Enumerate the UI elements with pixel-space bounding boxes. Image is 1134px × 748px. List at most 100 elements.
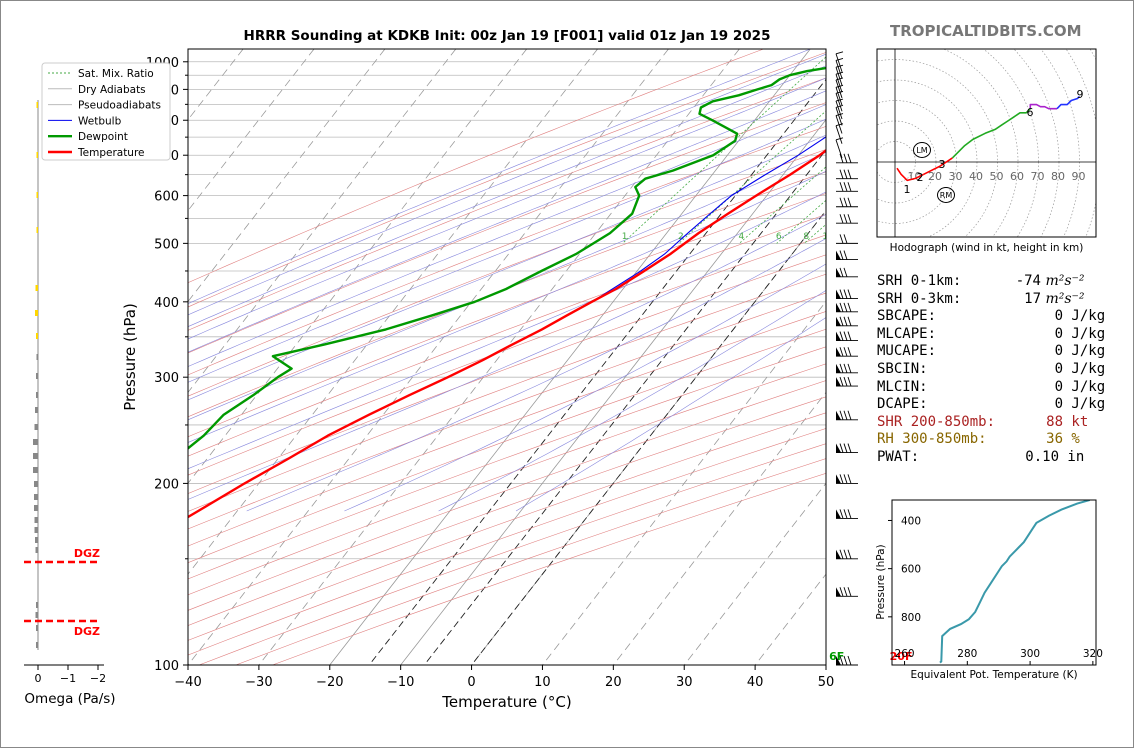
wind-barb-feather bbox=[847, 197, 852, 207]
hodograph-segment-0-1km bbox=[896, 167, 925, 182]
omega-bar bbox=[36, 354, 38, 360]
stat-row: MUCAPE: 0 J/kg bbox=[877, 343, 1105, 360]
wind-barb-flag bbox=[836, 331, 841, 341]
stat-row: RH 300-850mb: 36 % bbox=[877, 431, 1080, 448]
stat-row: SBCAPE: 0 J/kg bbox=[877, 308, 1105, 325]
storm-motion-marker bbox=[913, 142, 931, 158]
hodograph-segment-6-9km bbox=[1029, 103, 1057, 110]
theta-e-x-tick-label: 300 bbox=[1020, 648, 1040, 660]
wind-barb bbox=[836, 587, 858, 597]
wind-barb-feather bbox=[847, 289, 852, 299]
legend-label: Pseudoadiabats bbox=[78, 100, 161, 112]
wind-barb bbox=[835, 98, 844, 120]
wind-barb-feather bbox=[839, 234, 844, 244]
omega-bar bbox=[35, 612, 38, 618]
mixing-ratio-label: 2 bbox=[678, 232, 684, 242]
x-tick-label: −10 bbox=[387, 675, 414, 690]
mixing-ratio-label: 1 bbox=[622, 232, 628, 242]
moist-adiabat-line bbox=[188, 152, 826, 421]
wind-barb-feather bbox=[839, 363, 844, 374]
wind-barb-feather bbox=[847, 549, 852, 559]
wind-barb-feather bbox=[839, 267, 844, 277]
moist-adiabat-line bbox=[188, 118, 826, 383]
stat-row: MLCIN: 0 J/kg bbox=[877, 379, 1105, 396]
wind-barb-feather bbox=[843, 331, 848, 341]
wind-barb-feather bbox=[847, 587, 852, 597]
stat-label: SRH 0-1km: bbox=[877, 273, 962, 289]
wind-barb-feather bbox=[839, 376, 844, 387]
wind-barb-staff bbox=[835, 139, 843, 158]
dry-adiabat-line bbox=[188, 214, 826, 457]
hodograph-segment-3-6km bbox=[951, 108, 1031, 159]
wind-barb-flag bbox=[836, 443, 841, 453]
wind-barb-flag bbox=[836, 587, 841, 597]
wind-barb-feather bbox=[843, 410, 848, 420]
hodograph-height-label: 6 bbox=[1027, 106, 1034, 119]
theta-e-area bbox=[939, 500, 1090, 664]
stat-unit: J/kg bbox=[1063, 361, 1106, 377]
wind-barb bbox=[836, 316, 858, 327]
omega-bar bbox=[35, 310, 38, 316]
omega-bar bbox=[36, 102, 38, 108]
wind-barb-feather bbox=[843, 316, 848, 326]
wind-barb bbox=[836, 289, 858, 300]
stat-label: PWAT: bbox=[877, 449, 920, 465]
wind-barb-feather bbox=[839, 587, 844, 597]
y-tick-label: 300 bbox=[154, 371, 179, 386]
wind-barb-staff bbox=[835, 74, 843, 93]
dry-adiabat-line bbox=[188, 234, 826, 476]
legend-label: Temperature bbox=[77, 147, 145, 159]
isotherm-line bbox=[683, 482, 826, 665]
wind-barb-feather bbox=[843, 267, 848, 277]
wind-barb-feather bbox=[839, 169, 844, 179]
wind-barb-feather bbox=[839, 302, 844, 312]
wind-barb-staff bbox=[835, 93, 843, 112]
stat-label: RH 300-850mb: bbox=[877, 431, 987, 448]
wind-barb-feather bbox=[847, 474, 852, 484]
legend-label: Sat. Mix. Ratio bbox=[78, 68, 154, 80]
hodograph-ring-label: 90 bbox=[1072, 170, 1086, 183]
y-tick-label: 200 bbox=[154, 477, 179, 492]
wind-barb-feather bbox=[847, 363, 852, 374]
wind-barb bbox=[836, 234, 858, 244]
stat-row: DCAPE: 0 J/kg bbox=[877, 396, 1105, 413]
omega-bar bbox=[35, 407, 38, 413]
stat-unit: kt bbox=[1063, 413, 1089, 430]
stat-value: 17 bbox=[1024, 290, 1041, 307]
surface-temperature-label: 20F bbox=[890, 650, 913, 663]
dry-adiabat-line bbox=[188, 346, 826, 580]
omega-x-tick-label: 0 bbox=[35, 672, 42, 685]
theta-e-x-tick-label: 320 bbox=[1083, 648, 1103, 660]
wind-barb-feather bbox=[847, 316, 852, 326]
omega-bar bbox=[33, 453, 38, 459]
omega-bar bbox=[34, 517, 38, 523]
wind-barb bbox=[835, 113, 844, 134]
wind-barb-feather bbox=[839, 316, 844, 326]
wind-barb-staff bbox=[835, 67, 843, 86]
stat-unit: J/kg bbox=[1063, 396, 1106, 413]
dry-adiabat-line bbox=[188, 380, 826, 611]
wind-barb-staff bbox=[835, 53, 843, 72]
wind-barb-flag bbox=[836, 267, 841, 277]
stat-unit: J/kg bbox=[1063, 325, 1106, 342]
legend-label: Wetbulb bbox=[78, 115, 122, 127]
wind-barb bbox=[836, 214, 858, 224]
omega-bar bbox=[34, 505, 38, 511]
wind-barb-feather bbox=[843, 250, 848, 260]
mixing-ratio-line bbox=[776, 199, 826, 244]
mixing-ratio-line bbox=[960, 49, 1134, 243]
moist-adiabat-line bbox=[188, 134, 826, 401]
stat-row: SBCIN: 0 J/kg bbox=[877, 361, 1105, 378]
reference-isotherm-line bbox=[423, 149, 826, 665]
theta-e-line bbox=[939, 500, 1090, 664]
x-tick-label: 40 bbox=[747, 675, 764, 690]
wind-barb-feather bbox=[835, 98, 844, 102]
dry-adiabat-line bbox=[188, 102, 826, 354]
wind-barb-flag bbox=[836, 377, 841, 387]
site-credit: TROPICALTIDBITS.COM bbox=[890, 22, 1082, 40]
wind-barb bbox=[836, 302, 858, 313]
wind-barb-feather bbox=[843, 347, 848, 357]
moist-adiabat-line bbox=[188, 104, 826, 367]
moist-adiabat-line bbox=[188, 53, 826, 316]
stat-unit: J/kg bbox=[1063, 343, 1106, 360]
